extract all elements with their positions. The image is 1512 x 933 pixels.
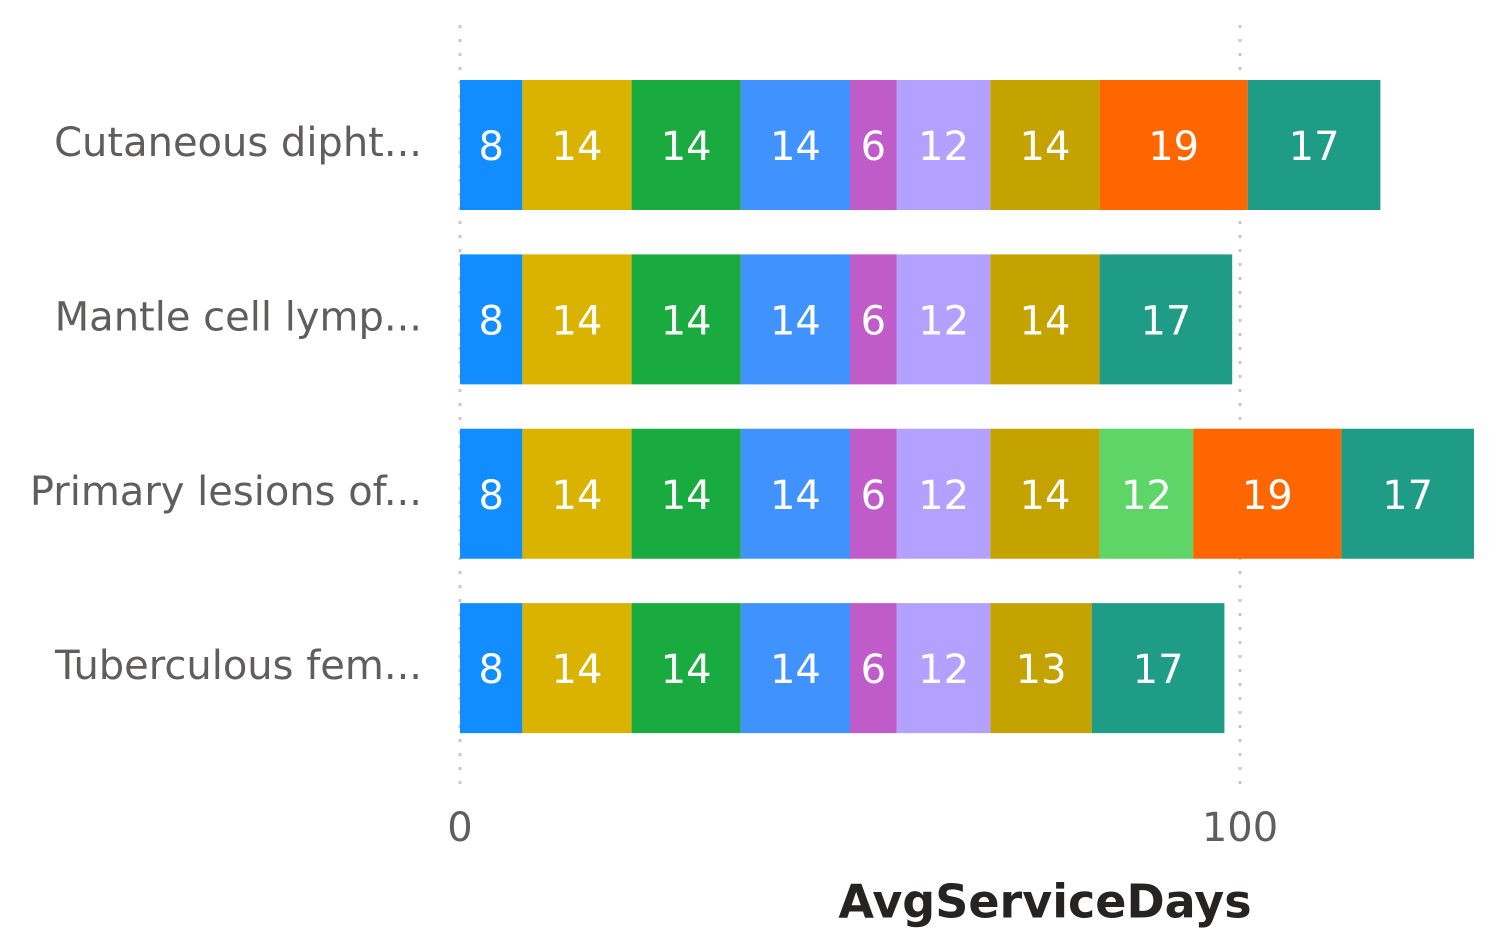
bar-segment bbox=[631, 603, 741, 734]
data-label: 14 bbox=[1020, 298, 1071, 344]
bar-segment bbox=[1091, 603, 1225, 734]
data-label: 12 bbox=[918, 647, 969, 693]
y-tick-label: Cutaneous dipht... bbox=[54, 120, 422, 166]
x-axis-title: AvgServiceDays bbox=[838, 875, 1251, 929]
data-label: 12 bbox=[1121, 473, 1172, 519]
bar-segment bbox=[896, 603, 991, 734]
bar-segment bbox=[896, 254, 991, 385]
bar-segment bbox=[460, 603, 523, 734]
bar-segment bbox=[460, 254, 523, 385]
bar-segment bbox=[631, 254, 741, 385]
bar-segment bbox=[522, 603, 632, 734]
data-label: 14 bbox=[770, 298, 821, 344]
bar-segment bbox=[1099, 428, 1194, 559]
data-label: 14 bbox=[552, 124, 603, 170]
data-label: 6 bbox=[861, 124, 886, 170]
bar-segment bbox=[896, 80, 991, 210]
bar-segment bbox=[1193, 428, 1342, 559]
data-label: 12 bbox=[918, 298, 969, 344]
data-label: 12 bbox=[918, 124, 969, 170]
bar-segment bbox=[990, 603, 1092, 734]
data-label: 14 bbox=[661, 647, 712, 693]
data-label: 19 bbox=[1148, 124, 1199, 170]
data-label: 14 bbox=[770, 647, 821, 693]
bar-segment bbox=[990, 428, 1100, 559]
y-tick-label: Primary lesions of... bbox=[30, 469, 422, 515]
bar-segment bbox=[1099, 254, 1233, 385]
data-label: 14 bbox=[1020, 473, 1071, 519]
data-label: 14 bbox=[1020, 124, 1071, 170]
bar-segment bbox=[460, 80, 523, 210]
y-tick-label: Tuberculous fem... bbox=[54, 643, 422, 689]
data-label: 14 bbox=[661, 473, 712, 519]
data-label: 13 bbox=[1016, 647, 1067, 693]
data-label: 14 bbox=[552, 647, 603, 693]
bar-segment bbox=[460, 428, 523, 559]
bar-segment bbox=[740, 254, 850, 385]
bar-segment bbox=[631, 80, 741, 210]
data-label: 8 bbox=[478, 473, 503, 519]
data-label: 12 bbox=[918, 473, 969, 519]
data-label: 6 bbox=[861, 647, 886, 693]
bar-segment bbox=[1247, 80, 1381, 210]
bar-segment bbox=[850, 80, 897, 210]
data-label: 8 bbox=[478, 124, 503, 170]
data-label: 17 bbox=[1133, 647, 1184, 693]
data-label: 17 bbox=[1382, 473, 1433, 519]
data-label: 17 bbox=[1140, 298, 1191, 344]
bar-segment bbox=[740, 80, 850, 210]
data-label: 8 bbox=[478, 298, 503, 344]
data-label: 14 bbox=[661, 124, 712, 170]
bar-segment bbox=[740, 603, 850, 734]
bar-segment bbox=[740, 428, 850, 559]
data-label: 14 bbox=[661, 298, 712, 344]
bar-segment bbox=[896, 428, 991, 559]
bar-segment bbox=[522, 80, 632, 210]
bar-segment bbox=[990, 254, 1100, 385]
bar-segment bbox=[1341, 428, 1474, 559]
bar-segment bbox=[1099, 80, 1248, 210]
bar-segment bbox=[850, 428, 897, 559]
data-label: 8 bbox=[478, 647, 503, 693]
bar-segment bbox=[522, 254, 632, 385]
data-label: 14 bbox=[770, 473, 821, 519]
bar-segment bbox=[850, 254, 897, 385]
data-label: 17 bbox=[1289, 124, 1340, 170]
data-label: 6 bbox=[861, 298, 886, 344]
data-label: 19 bbox=[1242, 473, 1293, 519]
x-tick-label: 0 bbox=[447, 805, 472, 851]
bar-segment bbox=[850, 603, 897, 734]
data-label: 6 bbox=[861, 473, 886, 519]
y-tick-label: Mantle cell lymp... bbox=[55, 294, 422, 340]
bar-segment bbox=[631, 428, 741, 559]
data-label: 14 bbox=[770, 124, 821, 170]
data-label: 14 bbox=[552, 473, 603, 519]
bar-segment bbox=[522, 428, 632, 559]
bar-segment bbox=[990, 80, 1100, 210]
x-tick-label: 100 bbox=[1202, 805, 1278, 851]
data-label: 14 bbox=[552, 298, 603, 344]
